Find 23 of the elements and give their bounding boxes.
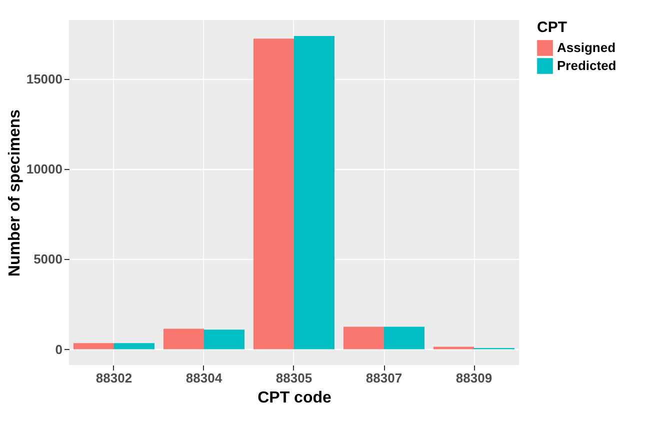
x-tick-label: 88302 <box>96 370 132 386</box>
bar <box>434 346 474 350</box>
y-tick-label: 5000 <box>34 252 62 267</box>
legend-title: CPT <box>537 19 567 36</box>
legend-label: Assigned <box>557 40 616 55</box>
y-tick-label: 0 <box>55 342 62 357</box>
x-axis-title: CPT code <box>258 390 332 406</box>
bar <box>254 38 294 350</box>
y-tick-label: 10000 <box>26 161 62 176</box>
bar <box>384 326 424 350</box>
bar <box>204 330 244 350</box>
bar <box>74 343 114 350</box>
x-tick-label: 88309 <box>456 370 492 386</box>
y-axis-title: Number of specimens <box>6 109 24 277</box>
bar <box>164 328 204 350</box>
x-tick-label: 88304 <box>186 370 223 386</box>
bar <box>344 326 384 350</box>
legend-label: Predicted <box>557 58 616 73</box>
x-tick-label: 88305 <box>276 370 312 386</box>
y-tick-label: 15000 <box>26 71 62 86</box>
x-tick-label: 88307 <box>366 370 402 386</box>
bar <box>114 343 154 350</box>
bar <box>294 36 334 350</box>
